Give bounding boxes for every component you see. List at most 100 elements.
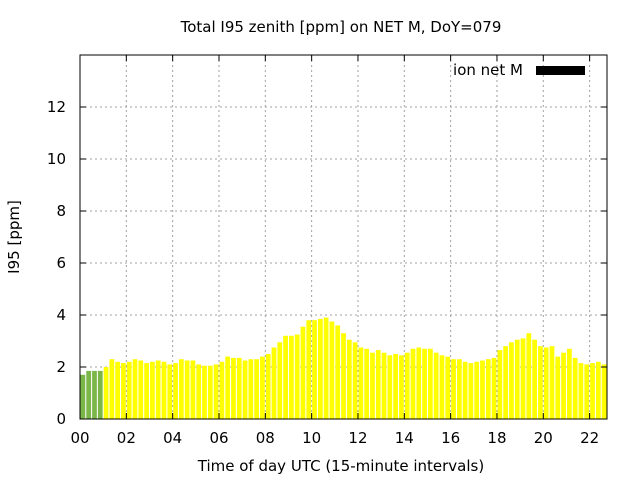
bar: [161, 361, 167, 419]
bar: [358, 347, 364, 419]
legend-label: ion net M: [453, 61, 523, 79]
y-tick-label: 6: [56, 254, 66, 272]
bar: [312, 320, 317, 419]
bar: [207, 365, 213, 419]
grid-layer: [80, 55, 607, 419]
bar: [538, 346, 543, 419]
x-tick-label: 16: [441, 429, 460, 447]
bar: [543, 347, 549, 419]
bar: [462, 361, 468, 419]
bar: [584, 364, 590, 419]
bar: [497, 350, 503, 419]
bar: [294, 334, 300, 419]
bar: [561, 352, 566, 419]
bar: [410, 348, 416, 419]
bar: [451, 359, 456, 419]
bar: [485, 359, 491, 419]
bar: [231, 357, 236, 419]
x-tick-label: 22: [580, 429, 599, 447]
bar: [271, 347, 277, 419]
bar: [138, 360, 144, 419]
bar: [219, 361, 225, 419]
bar: [474, 361, 480, 419]
bar: [399, 355, 404, 419]
bar: [393, 354, 398, 419]
bar: [109, 359, 115, 419]
bar: [572, 357, 578, 419]
x-tick-label: 12: [348, 429, 367, 447]
bar: [526, 333, 532, 419]
plot-frame: [79, 54, 608, 420]
bar: [300, 326, 306, 419]
bar: [387, 355, 393, 419]
bar: [242, 360, 248, 419]
bar: [422, 348, 427, 419]
bar: [480, 360, 485, 419]
x-tick-label: 00: [70, 429, 89, 447]
bar: [150, 361, 155, 419]
chart-title: Total I95 zenith [ppm] on NET M, DoY=079: [180, 18, 502, 36]
bar: [456, 359, 462, 419]
bar: [433, 352, 439, 419]
x-axis-label: Time of day UTC (15-minute intervals): [197, 457, 484, 475]
bar: [578, 363, 584, 419]
bar: [590, 363, 595, 419]
bar: [323, 317, 329, 419]
bar: [248, 359, 254, 419]
bar: [126, 361, 132, 419]
bar: [381, 352, 387, 419]
bar: [416, 347, 422, 419]
y-tick-label: 0: [56, 410, 66, 428]
bar: [173, 363, 178, 419]
legend-swatch: [536, 66, 585, 75]
bar: [155, 360, 161, 419]
y-tick-label: 10: [47, 150, 66, 168]
x-tick-label: 18: [487, 429, 506, 447]
bar: [468, 363, 474, 419]
bar: [190, 360, 196, 419]
bar: [225, 356, 231, 419]
x-tick-label: 02: [117, 429, 136, 447]
bar: [595, 361, 601, 419]
bar: [92, 370, 97, 419]
bar: [445, 356, 451, 419]
bar: [532, 339, 537, 419]
bar: [555, 356, 561, 419]
bar: [520, 338, 526, 419]
bar: [265, 354, 271, 419]
bar: [132, 359, 138, 419]
bar: [346, 339, 352, 419]
bar: [439, 355, 445, 419]
bar: [196, 364, 202, 419]
bar: [566, 348, 572, 419]
x-tick-label: 14: [395, 429, 414, 447]
bar: [509, 342, 514, 419]
bar: [404, 352, 410, 419]
bar: [514, 339, 520, 419]
bar: [283, 335, 288, 419]
bar: [80, 374, 86, 419]
bar: [341, 333, 346, 419]
bar: [97, 370, 103, 419]
bar: [167, 364, 173, 419]
bar: [352, 342, 358, 419]
y-tick-label: 12: [47, 98, 66, 116]
x-tick-label: 08: [256, 429, 275, 447]
bar: [601, 364, 607, 419]
bar: [86, 370, 92, 419]
y-tick-label: 4: [56, 306, 66, 324]
bar: [144, 363, 149, 419]
bar: [260, 356, 265, 419]
bar: [491, 357, 497, 419]
bar: [184, 360, 190, 419]
x-tick-label: 20: [534, 429, 553, 447]
y-axis-label: I95 [ppm]: [5, 200, 23, 274]
bar: [370, 352, 375, 419]
x-tick-label: 04: [163, 429, 182, 447]
y-tick-label: 2: [56, 358, 66, 376]
bar: [236, 357, 242, 419]
legend: ion net M: [453, 61, 585, 79]
bar: [306, 320, 312, 419]
